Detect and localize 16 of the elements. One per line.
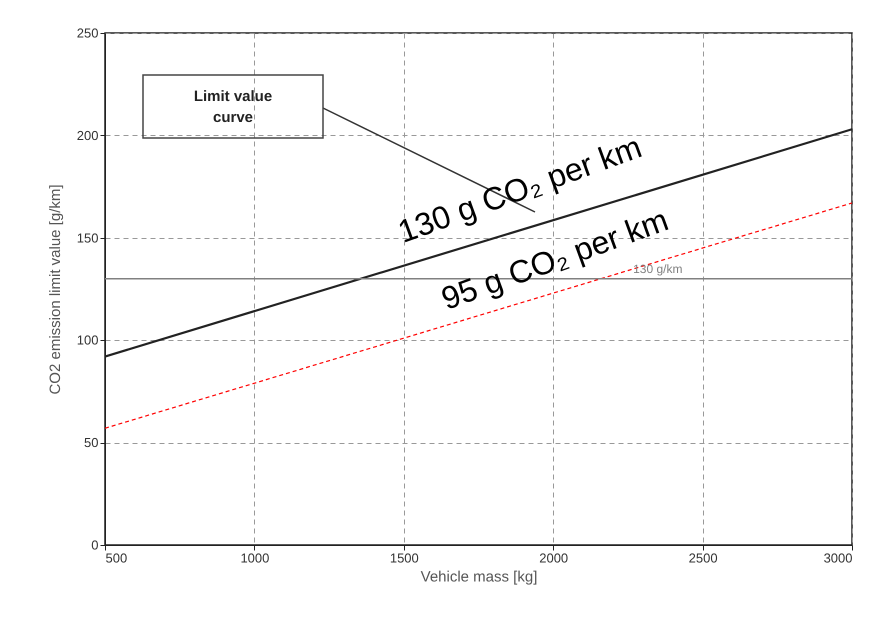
y-axis-title: CO2 emission limit value [g/km] xyxy=(46,184,64,395)
x-tick-label: 1500 xyxy=(390,550,419,566)
ref-line-label: 130 g/km xyxy=(633,262,682,276)
x-tick-label: 3000 xyxy=(824,550,852,566)
annotation: Limit value curve xyxy=(194,88,272,126)
x-tick-label: 1000 xyxy=(240,550,270,566)
x-tick-label: 2500 xyxy=(688,550,718,566)
y-tick-label: 100 xyxy=(76,332,98,348)
x-axis-title: Vehicle mass [kg] xyxy=(420,568,538,586)
y-tick-label: 50 xyxy=(84,435,98,450)
x-tick-label: 500 xyxy=(106,550,128,566)
y-tick-label: 150 xyxy=(76,230,98,246)
x-tick-label: 2000 xyxy=(539,550,568,566)
y-tick-label: 200 xyxy=(76,128,98,143)
y-tick-label: 0 xyxy=(91,538,98,552)
y-tick-label: 250 xyxy=(76,26,98,40)
